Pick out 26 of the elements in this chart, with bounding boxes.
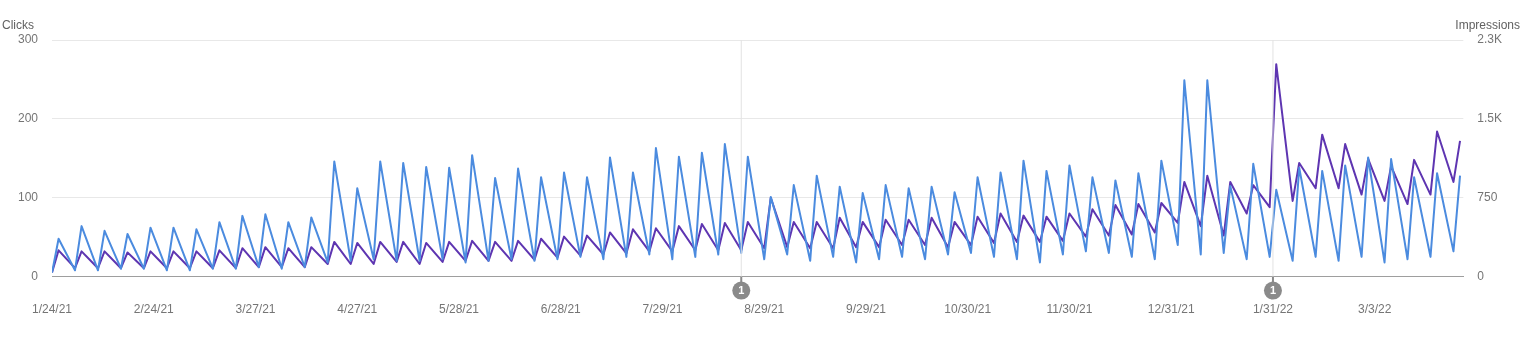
x-tick-label: 1/24/21 [32,302,73,317]
x-tick-label: 11/30/21 [1046,302,1093,317]
ref-line-label: 1 [738,284,745,297]
y2-tick-label: 2.3K [1477,32,1502,47]
x-tick-label: 7/29/21 [642,302,683,317]
x-tick-label: 6/28/21 [540,302,582,317]
y2-tick-label: 750 [1477,190,1498,205]
x-tick-label: 12/31/21 [1147,302,1195,317]
y2-axis-title: Impressions [1455,18,1520,33]
x-tick-label: 2/24/21 [133,302,175,317]
y-tick-label: 100 [17,190,39,205]
y-tick-label: 300 [17,32,39,47]
y2-tick-label: 1.5K [1477,111,1502,126]
x-tick-label: 1/31/22 [1252,302,1294,317]
x-tick-label: 4/27/21 [337,302,378,317]
y-tick-label: 0 [31,268,39,283]
y-axis-title: Clicks [2,18,34,33]
x-tick-label: 3/3/22 [1358,302,1392,317]
y2-tick-label: 0 [1477,268,1485,283]
x-tick-label: 3/27/21 [235,302,276,317]
ref-line-label: 1 [1269,284,1277,297]
y-tick-label: 200 [17,111,39,126]
x-tick-label: 10/30/21 [944,302,992,317]
x-tick-label: 9/29/21 [845,302,887,317]
x-tick-label: 5/28/21 [438,302,480,317]
x-tick-label: 8/29/21 [744,302,785,317]
